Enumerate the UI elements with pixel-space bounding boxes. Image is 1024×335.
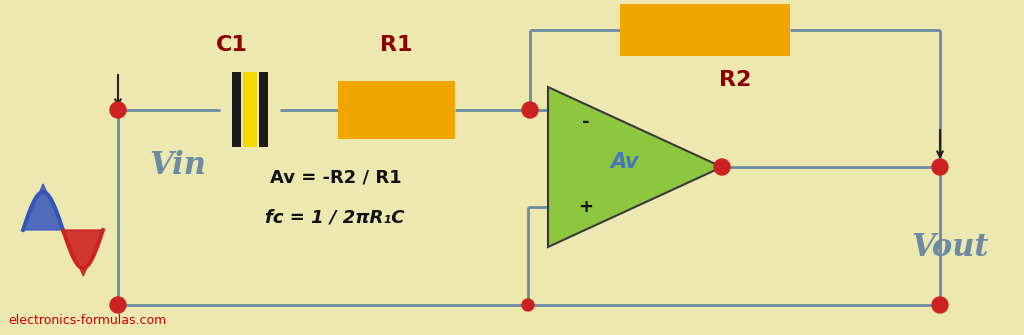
- FancyBboxPatch shape: [338, 81, 455, 139]
- Text: R2: R2: [719, 70, 752, 90]
- Text: Vin: Vin: [150, 149, 207, 181]
- FancyBboxPatch shape: [259, 72, 268, 147]
- Circle shape: [522, 299, 534, 311]
- Circle shape: [932, 297, 948, 313]
- Text: electronics-formulas.com: electronics-formulas.com: [8, 314, 166, 327]
- Polygon shape: [63, 230, 103, 276]
- FancyBboxPatch shape: [243, 72, 257, 147]
- Text: fc = 1 / 2πR₁C: fc = 1 / 2πR₁C: [265, 208, 404, 226]
- Text: -: -: [583, 113, 590, 131]
- Text: Av: Av: [610, 152, 639, 172]
- Circle shape: [110, 297, 126, 313]
- Text: C1: C1: [216, 35, 248, 55]
- Text: +: +: [579, 198, 594, 216]
- FancyBboxPatch shape: [232, 72, 241, 147]
- Polygon shape: [548, 87, 722, 247]
- Text: Av = -R2 / R1: Av = -R2 / R1: [270, 168, 401, 186]
- Circle shape: [522, 102, 538, 118]
- Text: Vout: Vout: [911, 231, 989, 263]
- Circle shape: [932, 159, 948, 175]
- Polygon shape: [23, 184, 63, 230]
- Text: R1: R1: [380, 35, 413, 55]
- Circle shape: [714, 159, 730, 175]
- FancyBboxPatch shape: [620, 4, 790, 56]
- Circle shape: [110, 102, 126, 118]
